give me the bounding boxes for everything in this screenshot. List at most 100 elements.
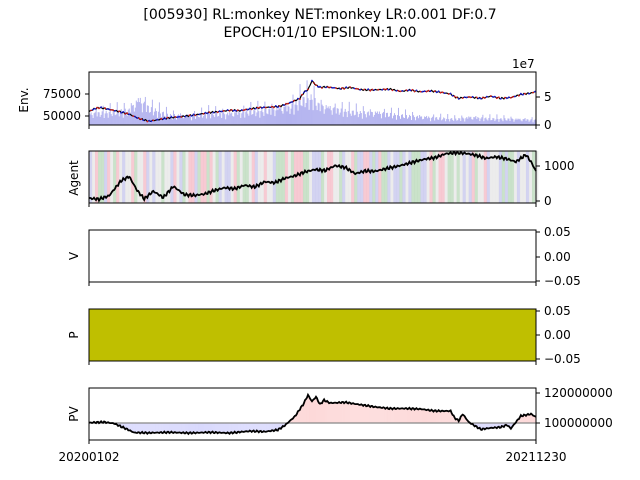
volume-bar (309, 100, 311, 125)
action-band (405, 151, 409, 203)
price-action-mark (395, 89, 398, 92)
volume-bar (385, 112, 387, 125)
pv-fill-segment (179, 423, 181, 433)
volume-bar (119, 112, 121, 125)
volume-bar (509, 120, 511, 125)
price-action-mark (212, 111, 215, 114)
volume-bar (151, 99, 153, 125)
pv-fill-segment (442, 410, 444, 423)
pv-fill-segment (530, 413, 532, 423)
volume-bar (184, 117, 186, 125)
price-action-mark (514, 95, 516, 98)
volume-bar (403, 117, 405, 125)
action-band (402, 151, 406, 203)
volume-bar (474, 117, 476, 125)
volume-bar (451, 118, 453, 125)
volume-bar (241, 113, 243, 125)
volume-bar (531, 117, 533, 125)
pv-fill-segment (270, 423, 272, 432)
pv-fill-segment (256, 423, 258, 432)
pv-fill-segment (244, 423, 246, 432)
action-band (278, 151, 283, 203)
volume-bar (425, 117, 427, 125)
action-band (242, 151, 247, 203)
volume-bar (383, 108, 385, 125)
volume-bar (133, 111, 135, 125)
volume-bar (319, 111, 321, 125)
price-action-mark (447, 93, 450, 95)
price-action-mark (371, 88, 374, 91)
pv-fill-segment (388, 408, 390, 423)
pv-fill-segment (393, 407, 395, 423)
action-band (161, 151, 165, 203)
action-band (266, 151, 271, 203)
price-action-mark (427, 89, 430, 92)
pv-fill-segment (302, 402, 304, 423)
volume-bar (496, 114, 498, 125)
pv-fill-segment (134, 423, 136, 433)
action-band (531, 151, 536, 203)
price-action-mark (475, 96, 478, 99)
price-action-mark (315, 84, 317, 86)
volume-bar (511, 118, 513, 125)
price-action-mark (325, 86, 327, 89)
volume-bar (182, 114, 184, 125)
volume-bar (362, 106, 364, 125)
pv-fill-segment (213, 423, 215, 434)
volume-bar (364, 114, 366, 125)
action-band (372, 151, 376, 203)
volume-bar (203, 115, 205, 125)
pv-fill-segment (308, 396, 310, 423)
action-band (218, 151, 222, 203)
action-band (411, 151, 415, 203)
volume-bar (372, 116, 374, 125)
volume-bar (497, 118, 499, 125)
price-action-mark (301, 93, 303, 96)
price-action-mark (100, 106, 102, 109)
volume-bar (398, 116, 400, 125)
volume-bar (331, 114, 333, 125)
action-band (224, 151, 228, 203)
volume-bar (379, 113, 381, 125)
price-action-mark (190, 115, 193, 117)
volume-bar (137, 98, 139, 125)
pv-fill-segment (316, 396, 318, 423)
holdings-line (88, 150, 537, 203)
volume-bar (506, 120, 508, 125)
volume-bar (528, 121, 530, 125)
pv-fill-segment (147, 423, 149, 434)
price-action-mark (333, 86, 335, 89)
volume-bar (481, 117, 483, 125)
pv-fill-segment (248, 423, 250, 432)
pv-fill-segment (307, 394, 309, 423)
action-band (348, 151, 352, 203)
volume-bar (190, 116, 192, 125)
price-action-mark (254, 107, 257, 110)
pv-fill-segment (159, 423, 161, 434)
pv-fill-segment (398, 408, 400, 423)
pv-fill-segment (135, 423, 137, 433)
volume-bar (214, 117, 216, 125)
volume-bar (223, 112, 225, 125)
volume-bar (386, 112, 388, 125)
price-action-mark (142, 119, 145, 121)
pv-fill-segment (389, 407, 391, 423)
action-band (89, 151, 93, 203)
pv-fill-segment (320, 403, 322, 423)
volume-bar (510, 116, 512, 125)
volume-bar (505, 120, 507, 125)
price-action-mark (248, 107, 251, 110)
volume-bar (251, 114, 253, 125)
pv-fill-segment (379, 407, 381, 423)
pv-fill-segment (528, 414, 530, 423)
volume-bar (269, 109, 271, 125)
volume-bar (373, 114, 375, 125)
price-action-mark (242, 109, 245, 112)
pv-fill-segment (301, 405, 303, 423)
pv-fill-segment (214, 423, 216, 434)
action-band (375, 151, 379, 203)
volume-bar (449, 121, 451, 125)
volume-bar (325, 105, 327, 125)
pv-fill-segment (177, 423, 179, 433)
action-band (260, 151, 265, 203)
